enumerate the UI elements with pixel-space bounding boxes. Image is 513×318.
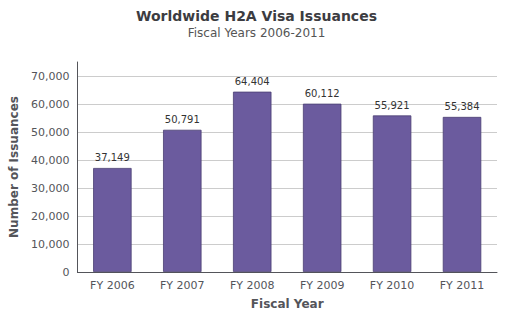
svg-text:30,000: 30,000 [31, 182, 70, 195]
svg-text:37,149: 37,149 [95, 152, 130, 163]
svg-text:FY 2006: FY 2006 [90, 279, 135, 292]
svg-text:70,000: 70,000 [31, 70, 70, 83]
svg-text:50,791: 50,791 [165, 114, 200, 125]
svg-text:Worldwide H2A Visa Issuances: Worldwide H2A Visa Issuances [136, 8, 377, 24]
svg-text:FY 2008: FY 2008 [230, 279, 275, 292]
svg-text:FY 2011: FY 2011 [440, 279, 485, 292]
svg-text:55,921: 55,921 [375, 100, 410, 111]
svg-text:10,000: 10,000 [31, 238, 70, 251]
svg-text:FY 2010: FY 2010 [370, 279, 415, 292]
svg-text:Number of Issuances: Number of Issuances [7, 96, 21, 238]
svg-text:60,112: 60,112 [305, 88, 340, 99]
svg-text:40,000: 40,000 [31, 154, 70, 167]
svg-text:FY 2009: FY 2009 [300, 279, 345, 292]
svg-text:64,404: 64,404 [235, 76, 270, 87]
svg-text:50,000: 50,000 [31, 126, 70, 139]
svg-text:Fiscal Years 2006-2011: Fiscal Years 2006-2011 [188, 26, 326, 40]
svg-text:Fiscal Year: Fiscal Year [251, 297, 324, 311]
svg-text:20,000: 20,000 [31, 210, 70, 223]
svg-text:55,384: 55,384 [445, 101, 480, 112]
svg-text:60,000: 60,000 [31, 98, 70, 111]
svg-text:FY 2007: FY 2007 [160, 279, 205, 292]
svg-text:0: 0 [62, 266, 69, 279]
